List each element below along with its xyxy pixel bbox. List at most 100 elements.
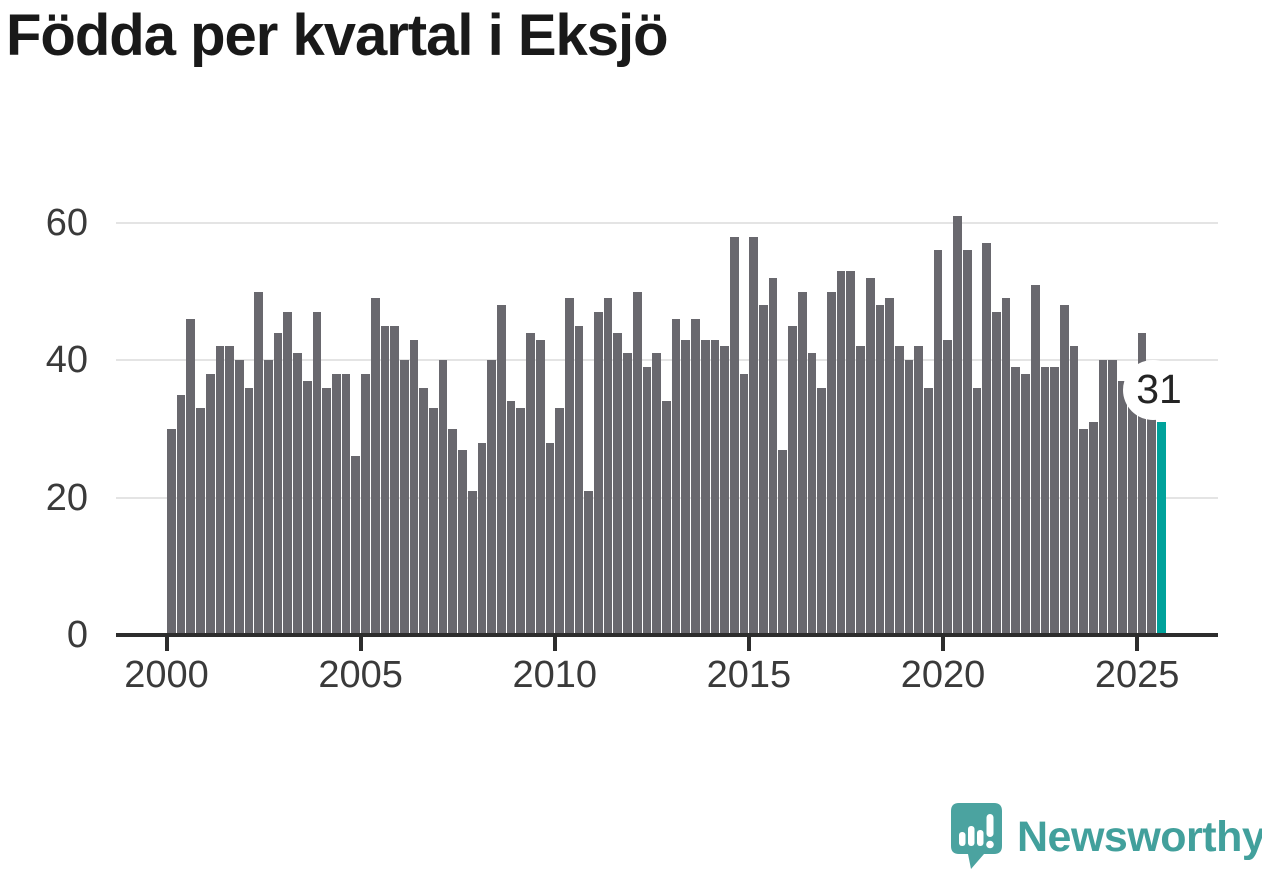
- bar-2006Q4[interactable]: [429, 408, 438, 633]
- bar-2021Q3[interactable]: [1001, 298, 1011, 633]
- bar-2008Q3[interactable]: [497, 305, 506, 633]
- bar-2025Q1[interactable]: [1137, 332, 1147, 633]
- bar-2010Q4[interactable]: [584, 490, 594, 633]
- bar-2016Q3[interactable]: [807, 353, 817, 633]
- bar-2004Q3[interactable]: [341, 373, 351, 633]
- bar-2001Q4[interactable]: [234, 360, 244, 633]
- bar-2009Q1[interactable]: [516, 408, 526, 633]
- bar-2000Q2[interactable]: [176, 394, 186, 633]
- bar-2008Q1[interactable]: [477, 442, 487, 633]
- bar-2017Q1[interactable]: [827, 291, 836, 633]
- bar-2006Q2[interactable]: [409, 339, 419, 633]
- bar-2006Q1[interactable]: [399, 360, 409, 633]
- bar-2022Q4[interactable]: [1050, 367, 1059, 633]
- bar-2005Q1[interactable]: [361, 373, 370, 633]
- bar-2012Q4[interactable]: [662, 401, 671, 633]
- bar-2023Q1[interactable]: [1059, 305, 1069, 633]
- bar-2011Q4[interactable]: [623, 353, 632, 633]
- bar-2009Q2[interactable]: [526, 332, 535, 633]
- bar-2013Q2[interactable]: [681, 339, 691, 633]
- bar-2019Q3[interactable]: [924, 387, 933, 633]
- bar-2017Q4[interactable]: [856, 346, 865, 633]
- bar-2004Q1[interactable]: [322, 387, 331, 633]
- bar-2007Q4[interactable]: [467, 490, 477, 633]
- bar-2005Q4[interactable]: [390, 325, 399, 633]
- bar-2024Q4[interactable]: [1127, 394, 1137, 633]
- bar-2000Q4[interactable]: [196, 408, 205, 633]
- bar-2012Q2[interactable]: [642, 367, 652, 633]
- bar-2002Q2[interactable]: [254, 291, 264, 633]
- bar-2000Q1[interactable]: [167, 428, 176, 633]
- bar-2003Q1[interactable]: [283, 312, 293, 633]
- bar-2007Q2[interactable]: [448, 428, 458, 633]
- bar-2014Q4[interactable]: [739, 373, 749, 633]
- bar-2022Q2[interactable]: [1030, 284, 1040, 633]
- bar-2011Q3[interactable]: [613, 332, 623, 633]
- bar-2014Q3[interactable]: [729, 236, 739, 633]
- bar-2012Q3[interactable]: [652, 353, 661, 633]
- bar-2009Q4[interactable]: [545, 442, 555, 633]
- bar-2015Q3[interactable]: [768, 277, 778, 633]
- bar-2020Q2[interactable]: [953, 215, 962, 633]
- bar-2023Q2[interactable]: [1069, 346, 1079, 633]
- bar-2024Q3[interactable]: [1118, 380, 1127, 633]
- bar-2018Q1[interactable]: [865, 277, 875, 633]
- bar-2020Q4[interactable]: [972, 387, 982, 633]
- bar-2014Q2[interactable]: [720, 346, 729, 633]
- bar-2021Q2[interactable]: [992, 312, 1001, 633]
- bar-2017Q2[interactable]: [836, 270, 846, 633]
- bar-2003Q3[interactable]: [302, 380, 312, 633]
- bar-2006Q3[interactable]: [419, 387, 429, 633]
- bar-2017Q3[interactable]: [846, 270, 856, 633]
- bar-2003Q4[interactable]: [312, 312, 322, 633]
- bar-2007Q1[interactable]: [438, 360, 448, 633]
- bar-2019Q4[interactable]: [933, 250, 943, 633]
- bar-2002Q4[interactable]: [273, 332, 283, 633]
- bar-2015Q1[interactable]: [749, 236, 759, 633]
- bar-2014Q1[interactable]: [710, 339, 720, 633]
- bar-2012Q1[interactable]: [632, 291, 642, 633]
- bar-2010Q2[interactable]: [564, 298, 574, 633]
- bar-2013Q3[interactable]: [691, 318, 700, 633]
- bar-2005Q3[interactable]: [380, 325, 390, 633]
- bar-2008Q4[interactable]: [506, 401, 516, 633]
- bar-2011Q2[interactable]: [603, 298, 613, 633]
- bar-2003Q2[interactable]: [293, 353, 302, 633]
- bar-2000Q3[interactable]: [186, 318, 196, 633]
- bar-2009Q3[interactable]: [535, 339, 545, 633]
- bar-2010Q1[interactable]: [555, 408, 564, 633]
- bar-2024Q2[interactable]: [1108, 360, 1118, 633]
- bar-2018Q3[interactable]: [885, 298, 894, 633]
- bar-2002Q3[interactable]: [264, 360, 273, 633]
- bar-2020Q3[interactable]: [962, 250, 972, 633]
- bar-2015Q2[interactable]: [759, 305, 768, 633]
- bar-2015Q4[interactable]: [778, 449, 788, 633]
- bar-2002Q1[interactable]: [244, 387, 254, 633]
- bar-2022Q1[interactable]: [1021, 373, 1030, 633]
- bar-2018Q2[interactable]: [875, 305, 885, 633]
- bar-2019Q1[interactable]: [904, 360, 914, 633]
- bar-2018Q4[interactable]: [894, 346, 904, 633]
- bar-2020Q1[interactable]: [943, 339, 953, 633]
- bar-2016Q4[interactable]: [817, 387, 826, 633]
- bar-2001Q3[interactable]: [225, 346, 234, 633]
- bar-2010Q3[interactable]: [574, 325, 584, 633]
- bar-2005Q2[interactable]: [370, 298, 380, 633]
- bar-2023Q3[interactable]: [1079, 428, 1089, 633]
- bar-2011Q1[interactable]: [594, 312, 603, 633]
- bar-2001Q2[interactable]: [215, 346, 225, 633]
- bar-2004Q4[interactable]: [351, 456, 361, 633]
- bar-2013Q1[interactable]: [671, 318, 681, 633]
- bar-2023Q4[interactable]: [1089, 422, 1098, 633]
- bar-2021Q4[interactable]: [1011, 367, 1021, 633]
- bar-2019Q2[interactable]: [914, 346, 924, 633]
- bar-2001Q1[interactable]: [205, 373, 215, 633]
- bar-2022Q3[interactable]: [1040, 367, 1050, 633]
- bar-2004Q2[interactable]: [332, 373, 341, 633]
- bar-2016Q2[interactable]: [797, 291, 807, 633]
- newsworthy-logo[interactable]: Newsworthy: [950, 802, 1262, 872]
- bar-2021Q1[interactable]: [982, 243, 991, 633]
- bar-2024Q1[interactable]: [1098, 360, 1108, 633]
- bar-2025Q2[interactable]: [1147, 408, 1156, 633]
- bar-2007Q3[interactable]: [458, 449, 467, 633]
